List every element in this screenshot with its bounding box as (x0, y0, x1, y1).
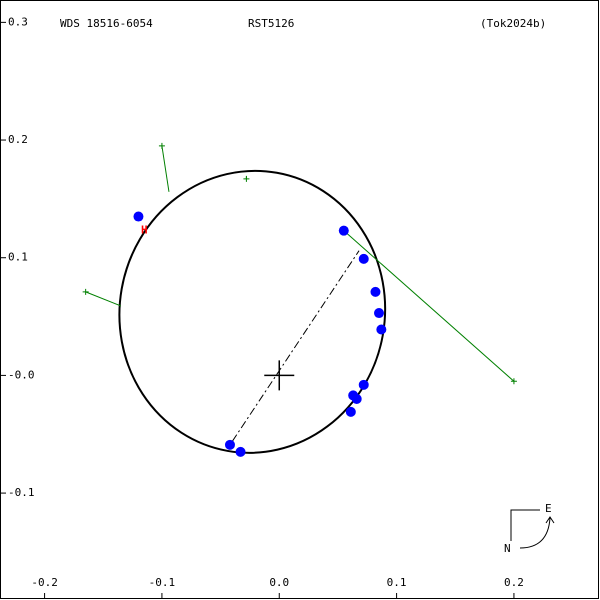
outlier (82, 288, 89, 295)
header-wds: WDS 18516-6054 (60, 17, 153, 30)
orbit (118, 169, 387, 454)
observation (345, 406, 356, 417)
node-line (231, 250, 360, 442)
observation (133, 211, 144, 222)
observation (235, 446, 246, 457)
y-tick-label: 0.3 (8, 15, 28, 28)
residual (161, 145, 170, 192)
x-tick-label: -0.2 (31, 576, 58, 589)
x-tick-label: 0.1 (387, 576, 407, 589)
x-tick-label: 0.0 (269, 576, 289, 589)
outlier (158, 142, 165, 149)
center-cross (264, 360, 295, 391)
outlier (243, 175, 250, 182)
compass-arrow (519, 516, 555, 549)
compass (510, 509, 555, 549)
observation (224, 439, 235, 450)
residual (85, 291, 122, 307)
y-tick-label: 0.2 (8, 133, 28, 146)
observation (358, 253, 369, 264)
compass-axes (510, 509, 540, 541)
compass-east: E (545, 502, 552, 515)
header-name: RST5126 (248, 17, 294, 30)
y-tick-label: 0.1 (8, 251, 28, 264)
residual (343, 230, 515, 382)
header-ref: (Tok2024b) (480, 17, 546, 30)
y-tick-label: -0.1 (8, 486, 35, 499)
hipparcos-marker: H (141, 224, 148, 237)
observation (373, 308, 384, 319)
observation (338, 225, 349, 236)
outlier (510, 378, 517, 385)
compass-north: N (504, 542, 511, 555)
y-tick-label: -0.0 (8, 368, 35, 381)
x-tick-label: -0.1 (149, 576, 176, 589)
observation (370, 286, 381, 297)
x-tick-label: 0.2 (504, 576, 524, 589)
observation (358, 379, 369, 390)
observation (376, 324, 387, 335)
observation (351, 393, 362, 404)
